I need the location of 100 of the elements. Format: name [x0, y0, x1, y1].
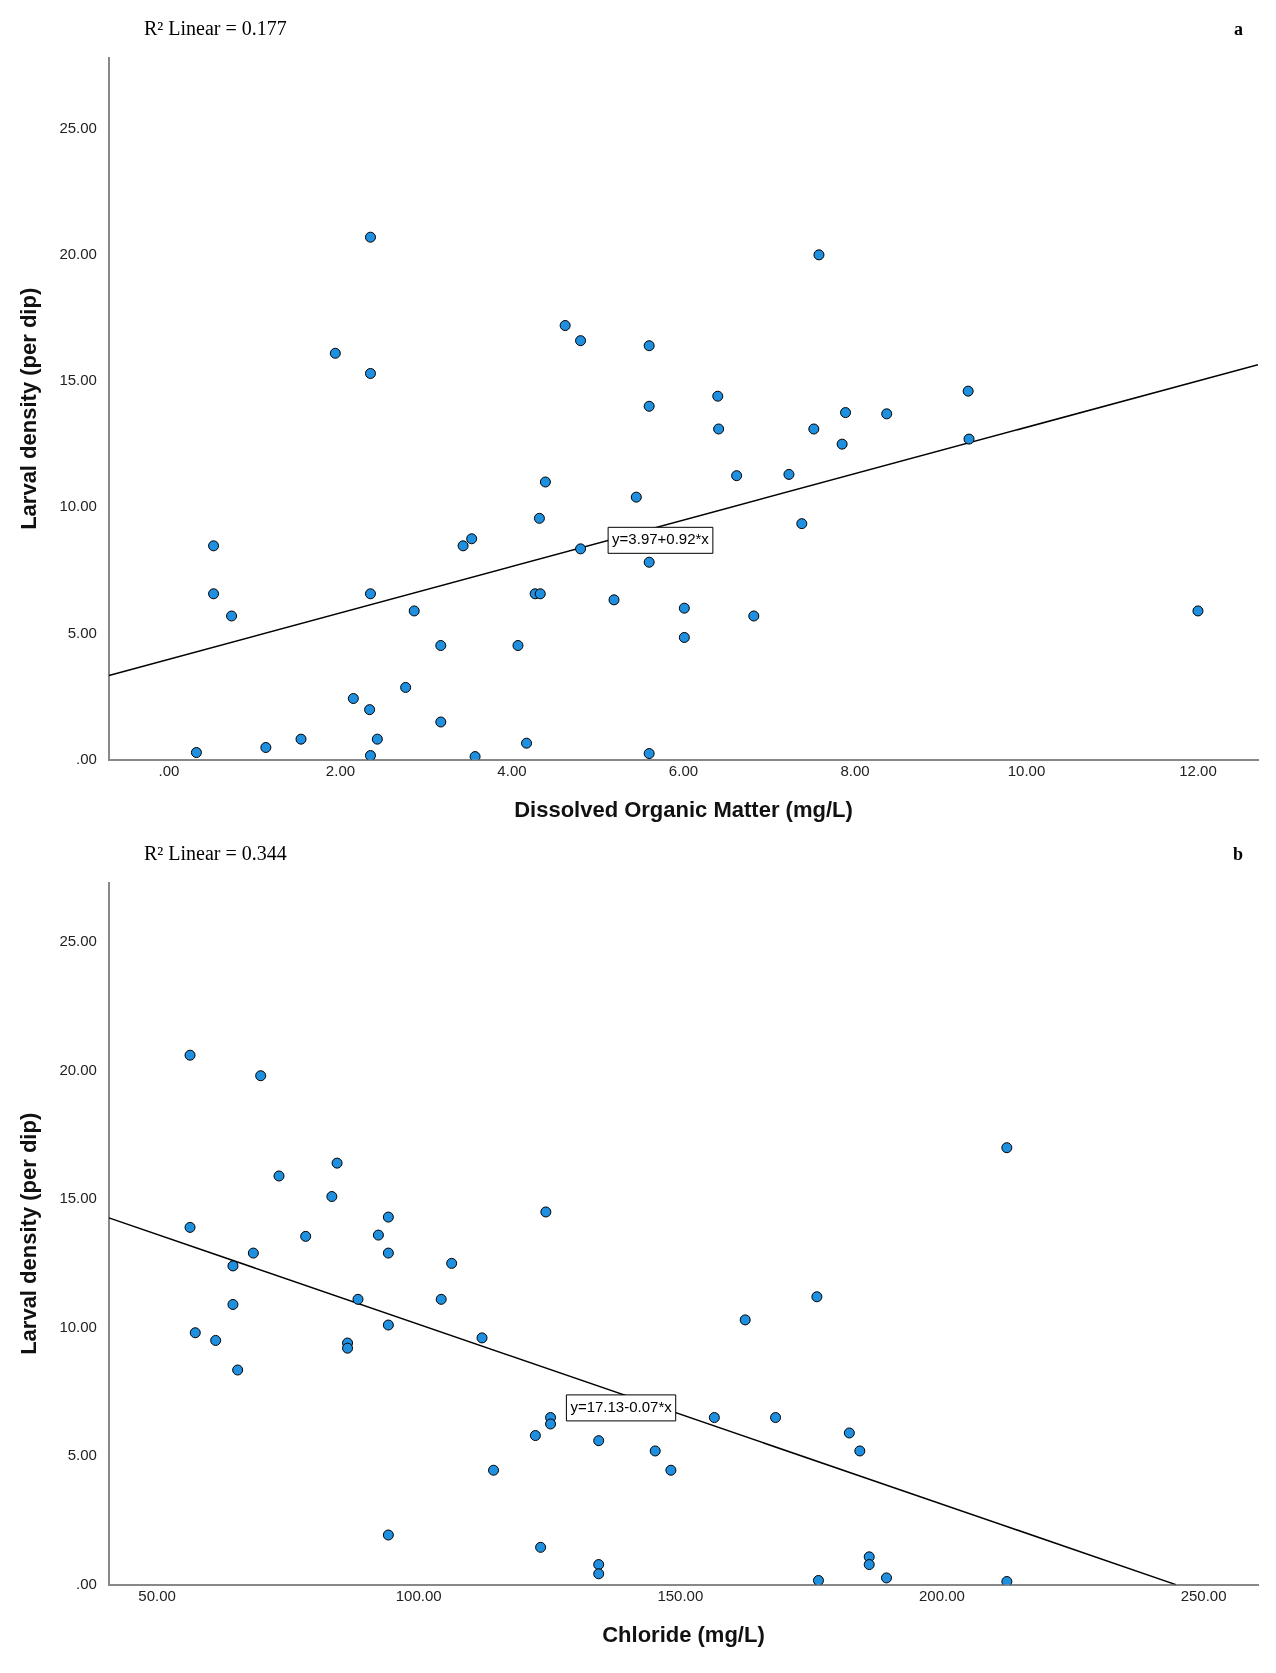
text: b [1232, 843, 1243, 864]
point [435, 716, 447, 728]
x-tick-label: 50.00 [138, 1586, 176, 1604]
x-tick-label: 200.00 [919, 1586, 965, 1604]
point [446, 1257, 458, 1269]
point [963, 433, 975, 445]
point [400, 681, 412, 693]
point [678, 631, 690, 643]
point [457, 540, 469, 552]
point [593, 1435, 605, 1447]
point [962, 385, 974, 397]
point [300, 1230, 312, 1242]
point [593, 1568, 605, 1580]
point [840, 407, 852, 419]
point [678, 602, 690, 614]
point [863, 1559, 875, 1571]
point [382, 1319, 394, 1331]
point [559, 320, 571, 332]
point [382, 1247, 394, 1259]
point [208, 540, 220, 552]
x-tick-label: 12.00 [1179, 761, 1217, 779]
point [748, 610, 760, 622]
point [512, 640, 524, 652]
point [796, 518, 808, 530]
point [713, 423, 725, 435]
point [184, 1049, 196, 1061]
point [529, 1430, 541, 1442]
text: R² Linear = 0.177 [143, 17, 287, 40]
y-tick-label: 10.00 [59, 497, 97, 515]
x-tick-label: 4.00 [497, 761, 527, 779]
y-axis-title: Larval density (per dip) [16, 1112, 42, 1355]
point [1001, 1576, 1013, 1585]
point [533, 512, 545, 524]
point [608, 594, 620, 606]
point [226, 610, 238, 622]
point [331, 1157, 343, 1169]
point [184, 1221, 196, 1233]
annotation: y=17.13-0.07*x [570, 1398, 673, 1416]
point [813, 249, 825, 261]
point [630, 491, 642, 503]
point [649, 1445, 661, 1457]
annotation: y=3.97+0.92*x [612, 530, 710, 548]
point [811, 1291, 823, 1303]
point [643, 748, 655, 760]
point [843, 1427, 855, 1439]
y-axis-title: Larval density (per dip) [16, 287, 42, 530]
y-tick-label: 5.00 [67, 1446, 97, 1464]
point [208, 588, 220, 600]
point [372, 1229, 384, 1241]
point [210, 1334, 222, 1346]
point [535, 1541, 547, 1553]
point [488, 1464, 500, 1476]
point [190, 747, 202, 759]
point [534, 588, 546, 600]
point [189, 1327, 201, 1339]
point [466, 533, 478, 545]
point [382, 1529, 394, 1541]
text: R² Linear = 0.344 [143, 842, 287, 865]
text: a [1234, 18, 1243, 39]
x-tick-label: .00 [158, 761, 180, 779]
x-tick-label: 8.00 [840, 761, 870, 779]
point [382, 1211, 394, 1223]
point [435, 1293, 447, 1305]
x-tick-label: 2.00 [325, 761, 356, 779]
point [247, 1247, 259, 1259]
point [1001, 1142, 1013, 1154]
x-tick-label: 6.00 [668, 761, 699, 779]
x-axis-title: Dissolved Organic Matter (mg/L) [514, 796, 853, 822]
point [227, 1298, 239, 1310]
point [364, 588, 376, 600]
x-tick-label: 10.00 [1007, 761, 1046, 779]
point [435, 640, 447, 652]
point [255, 1070, 267, 1082]
y-tick-label: 20.00 [59, 244, 97, 262]
y-tick-label: 25.00 [59, 118, 97, 136]
point [232, 1364, 244, 1376]
y-tick-label: .00 [76, 749, 97, 767]
point [643, 400, 655, 412]
x-tick-label: 150.00 [657, 1586, 704, 1604]
point [347, 693, 359, 705]
point [260, 741, 272, 753]
point [665, 1464, 677, 1476]
point [643, 556, 655, 568]
point [371, 733, 383, 745]
point [540, 1206, 552, 1218]
point [1192, 605, 1204, 617]
point [836, 438, 848, 450]
x-tick-label: 250.00 [1180, 1586, 1227, 1604]
point [364, 704, 376, 716]
point [364, 231, 376, 243]
point [364, 367, 376, 379]
point [881, 408, 893, 420]
point [521, 737, 533, 749]
point [783, 468, 795, 480]
point [712, 390, 724, 402]
point [812, 1574, 824, 1585]
point [326, 1191, 338, 1203]
y-tick-label: .00 [76, 1574, 97, 1592]
point [593, 1559, 605, 1571]
point [575, 543, 587, 555]
